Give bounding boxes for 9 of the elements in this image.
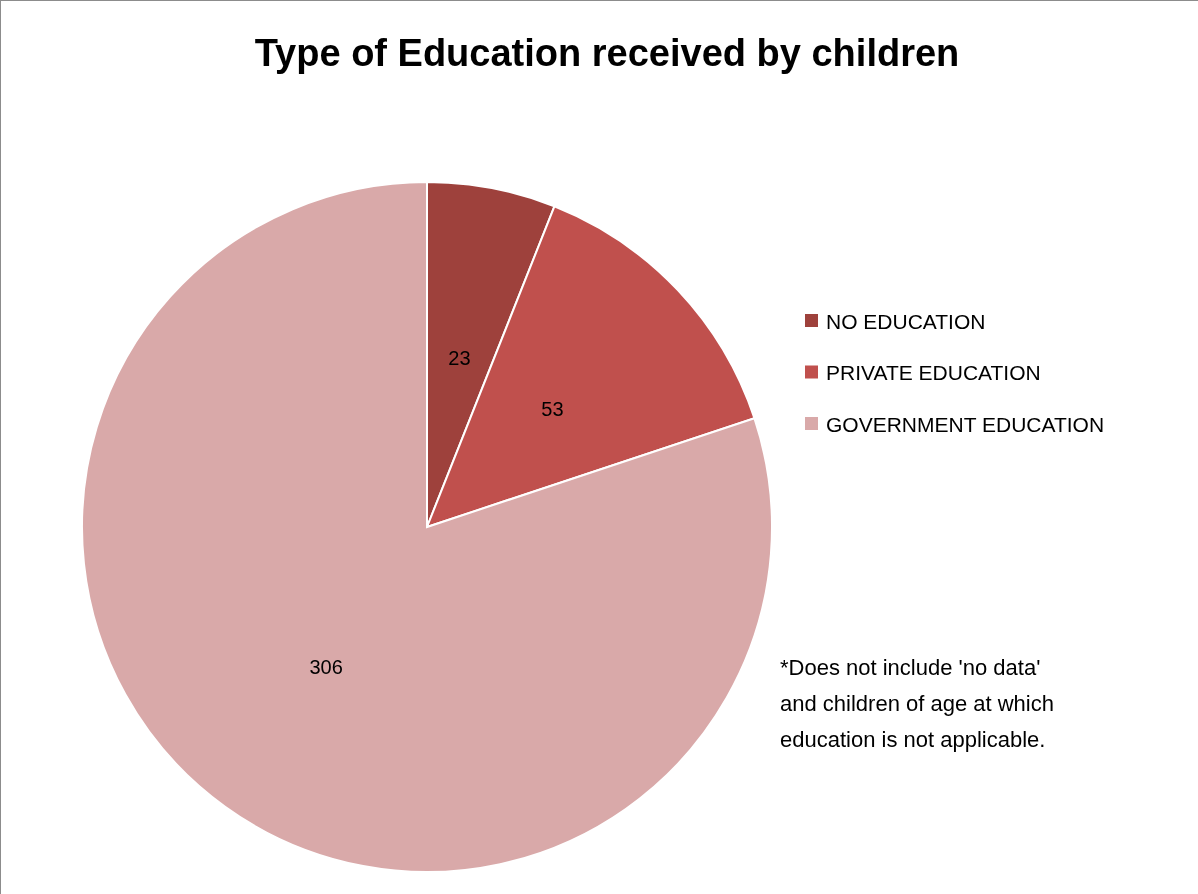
text: *Does not include 'no data' and children of age at which education is not applicable.	[780, 655, 1054, 752]
legend-label: GOVERNMENT EDUCATION	[826, 412, 1105, 436]
legend-label: NO EDUCATION	[826, 309, 986, 333]
legend-label: PRIVATE EDUCATION	[826, 361, 1041, 384]
pie-slice	[81, 181, 773, 873]
data-label: 53	[541, 397, 564, 420]
chart-title: Type of Education received by children	[254, 32, 960, 74]
data-label: 23	[448, 346, 471, 369]
data-label: 306	[309, 655, 343, 678]
